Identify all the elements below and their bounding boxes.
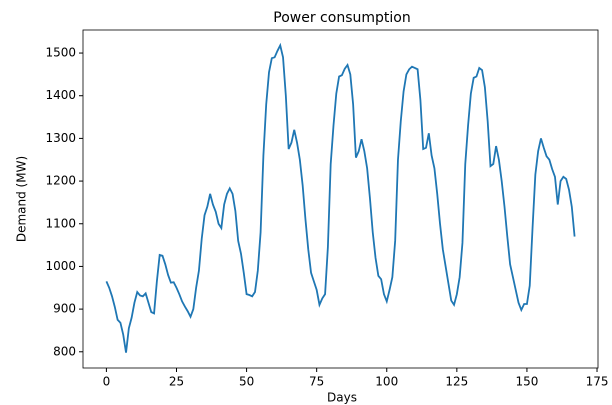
x-tick-label: 175 xyxy=(586,375,609,389)
x-tick-label: 25 xyxy=(169,375,184,389)
axes-frame xyxy=(82,29,599,369)
line xyxy=(105,42,576,353)
x-tick-label: 125 xyxy=(445,375,468,389)
x-tick-label: 50 xyxy=(239,375,254,389)
x-axis-label: Days xyxy=(327,391,357,405)
chart-title: Power consumption xyxy=(273,10,410,26)
y-tick-label: 1000 xyxy=(45,259,76,273)
y-tick-label: 1100 xyxy=(45,216,76,230)
x-tick-label: 75 xyxy=(309,375,324,389)
y-tick-label: 1400 xyxy=(45,88,76,102)
x-tick-label: 150 xyxy=(515,375,538,389)
y-tick-label: 800 xyxy=(53,344,76,358)
y-tick-label: 1300 xyxy=(45,131,76,145)
y-tick-label: 900 xyxy=(53,302,76,316)
x-tick-label: 0 xyxy=(103,375,111,389)
y-tick-label: 1200 xyxy=(45,174,76,188)
y-axis-label: Demand (MW) xyxy=(15,156,29,242)
x-tick-label: 100 xyxy=(375,375,398,389)
y-tick-label: 1500 xyxy=(45,46,76,60)
